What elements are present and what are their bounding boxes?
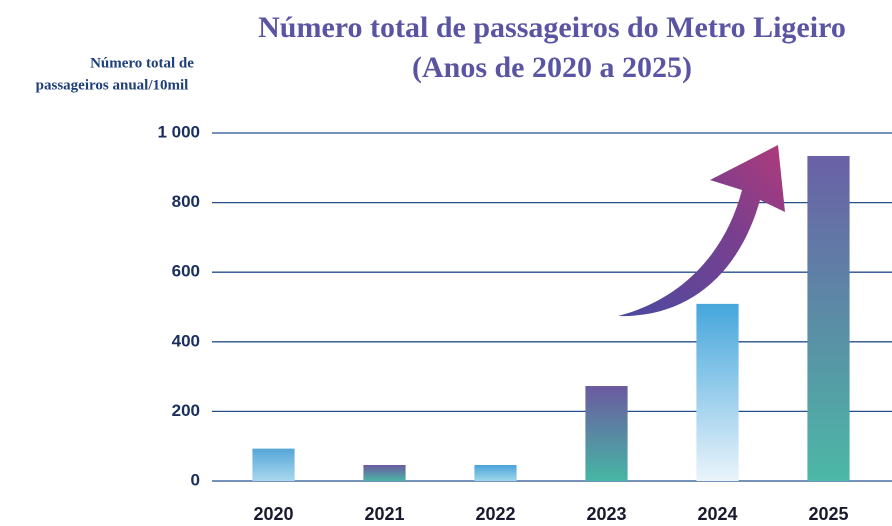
bar — [474, 464, 517, 481]
bar — [363, 464, 406, 481]
x-tick-label: 2023 — [586, 504, 626, 524]
chart-title: Número total de passageiros do Metro Lig… — [258, 11, 846, 44]
bars — [252, 155, 850, 481]
y-tick-label: 1 000 — [157, 122, 200, 141]
bar — [252, 448, 295, 481]
y-axis-label: Número total de — [90, 55, 194, 71]
y-tick-label: 0 — [191, 470, 200, 489]
y-tick-label: 200 — [172, 401, 200, 420]
y-axis-label: passageiros anual/10mil — [36, 77, 189, 93]
x-tick-label: 2025 — [808, 504, 848, 524]
y-tick-label: 800 — [172, 192, 200, 211]
x-tick-label: 2024 — [697, 504, 737, 524]
y-tick-label: 400 — [172, 331, 200, 350]
grid: 0 200 400 600 800 1 000 — [157, 122, 892, 489]
x-tick-label: 2022 — [475, 504, 515, 524]
x-tick-label: 2020 — [253, 504, 293, 524]
bar — [696, 303, 739, 481]
x-tick-label: 2021 — [364, 504, 404, 524]
chart-title: (Anos de 2020 a 2025) — [412, 51, 692, 84]
bar — [807, 155, 850, 481]
bar — [585, 385, 628, 481]
growth-arrow — [618, 145, 785, 317]
y-tick-label: 600 — [172, 262, 200, 281]
